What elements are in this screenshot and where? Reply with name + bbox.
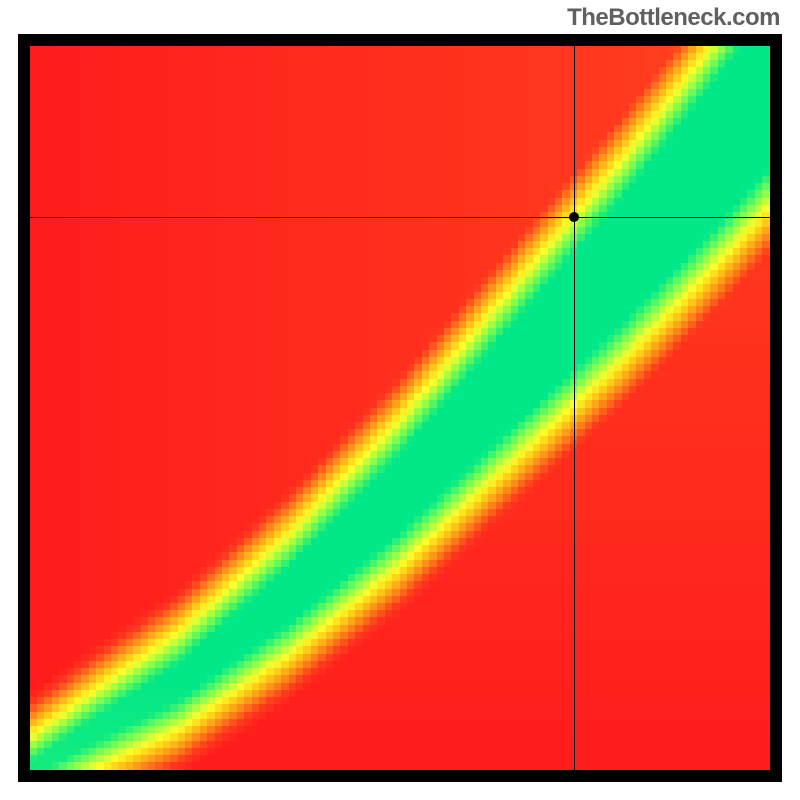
plot-area xyxy=(30,46,770,770)
heatmap-canvas xyxy=(30,46,770,770)
watermark-text: TheBottleneck.com xyxy=(567,4,780,32)
chart-frame xyxy=(18,34,782,782)
crosshair-point xyxy=(569,212,579,222)
crosshair-vertical xyxy=(574,46,575,770)
chart-container: TheBottleneck.com xyxy=(0,0,800,800)
crosshair-horizontal xyxy=(30,217,770,218)
